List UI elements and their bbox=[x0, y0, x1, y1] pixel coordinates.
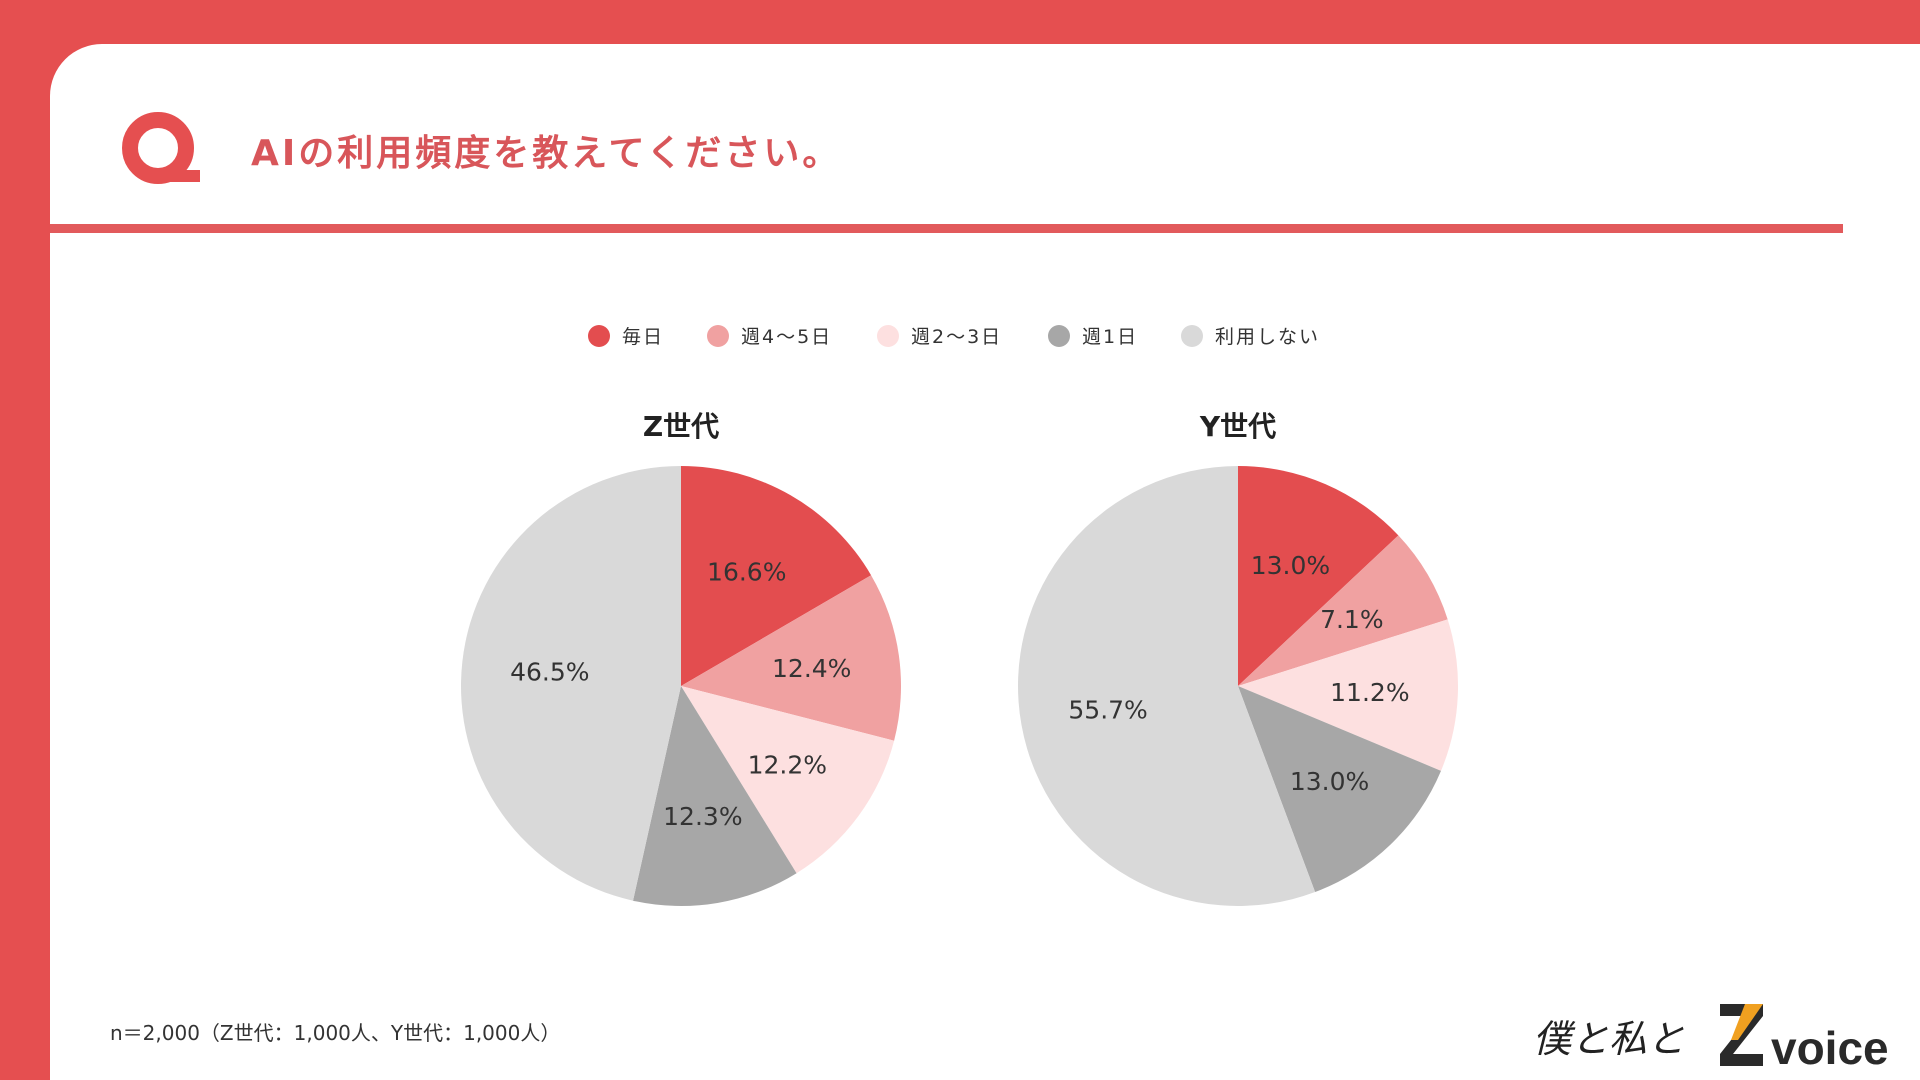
legend-item: 利用しない bbox=[1181, 322, 1320, 349]
legend-item: 週4〜5日 bbox=[707, 322, 832, 349]
data-label: 13.0% bbox=[1251, 551, 1330, 580]
data-label: 46.5% bbox=[510, 658, 589, 687]
pie-slice bbox=[681, 575, 901, 741]
legend-swatch bbox=[1048, 324, 1070, 347]
legend-label: 利用しない bbox=[1215, 326, 1321, 348]
data-label: 55.7% bbox=[1068, 696, 1147, 725]
logo-text-1: 僕と私と bbox=[1533, 1017, 1685, 1061]
legend-swatch bbox=[877, 324, 899, 347]
pie-slice bbox=[1238, 619, 1458, 771]
legend: 毎日 週4〜5日 週2〜3日 週1日 利用しない bbox=[0, 322, 1920, 352]
legend-item: 週2〜3日 bbox=[877, 322, 1002, 349]
legend-item: 毎日 bbox=[588, 322, 664, 349]
brand-logo: 僕と私と voice bbox=[1533, 1004, 1889, 1070]
chart-title: Z世代 bbox=[643, 410, 719, 443]
data-label: 12.2% bbox=[748, 750, 827, 779]
footnote: n＝2,000（Z世代：1,000人、Y世代：1,000人） bbox=[110, 1021, 561, 1045]
legend-item: 週1日 bbox=[1048, 322, 1138, 349]
legend-swatch bbox=[1181, 324, 1203, 347]
chart-title: Y世代 bbox=[1199, 410, 1276, 443]
data-label: 11.2% bbox=[1330, 678, 1409, 707]
pie-slice bbox=[1017, 466, 1316, 906]
pie-slice bbox=[1238, 686, 1441, 893]
legend-label: 週1日 bbox=[1082, 326, 1139, 348]
pie-slice bbox=[633, 686, 797, 906]
legend-label: 毎日 bbox=[622, 326, 665, 348]
data-label: 16.6% bbox=[707, 558, 786, 587]
pie-slice bbox=[681, 466, 872, 686]
pie-slice bbox=[461, 466, 681, 901]
logo-text-2: voice bbox=[1771, 1022, 1889, 1070]
legend-swatch bbox=[707, 324, 729, 347]
legend-label: 週4〜5日 bbox=[741, 326, 833, 348]
header-divider bbox=[50, 224, 1843, 233]
data-label: 13.0% bbox=[1290, 767, 1369, 796]
legend-swatch bbox=[588, 324, 610, 347]
q-icon bbox=[122, 112, 200, 184]
content-panel bbox=[50, 44, 1920, 1080]
pie-slice bbox=[1238, 466, 1399, 686]
data-label: 12.3% bbox=[663, 802, 742, 831]
page-title: AIの利用頻度を教えてください。 bbox=[251, 133, 842, 174]
legend-label: 週2〜3日 bbox=[911, 326, 1003, 348]
data-label: 12.4% bbox=[772, 654, 851, 683]
data-label: 7.1% bbox=[1320, 605, 1384, 634]
pie-slice bbox=[1238, 535, 1448, 686]
pie-slice bbox=[681, 686, 895, 874]
